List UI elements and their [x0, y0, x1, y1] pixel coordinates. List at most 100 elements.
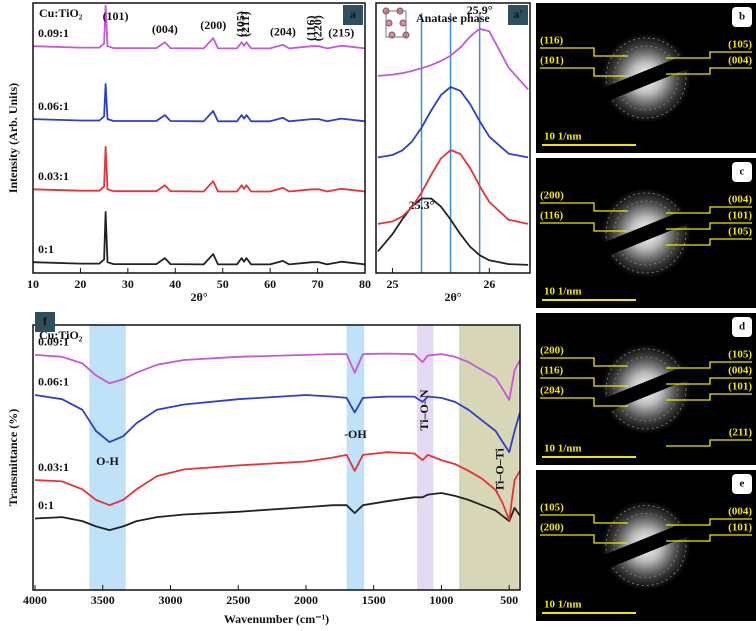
panel-label-box	[732, 162, 752, 182]
panel-label: f	[43, 314, 48, 328]
peak-label: (105)	[233, 11, 247, 37]
plane-label: (204)	[540, 385, 564, 397]
plot-area	[376, 3, 530, 273]
plane-label: (105)	[728, 349, 752, 361]
series-label: 0.03:1	[38, 169, 69, 183]
x-tick-label: 26	[483, 277, 495, 291]
band-label: Ti–O–Ti	[493, 448, 507, 492]
x-tick-label: 1000	[429, 593, 453, 607]
diffraction-ring	[605, 37, 687, 119]
leader	[540, 222, 628, 232]
y-axis-label: Transmittance (%)	[6, 409, 20, 506]
x-tick-label: 30	[122, 277, 134, 291]
x-tick-label: 60	[264, 277, 276, 291]
x-tick-label: 40	[169, 277, 181, 291]
atom	[385, 19, 393, 27]
x-tick-label: 1500	[362, 593, 386, 607]
series-label: 0.03:1	[38, 460, 69, 474]
diffraction-ring	[623, 55, 669, 101]
peak-label: (004)	[152, 22, 178, 36]
saed-panel: (200) (116) (204) (105) (004) (101) (211) 10 1/…	[536, 313, 756, 465]
diffraction-ring	[623, 523, 669, 568]
plane-label: (101)	[728, 381, 752, 393]
series-line	[377, 149, 529, 225]
saed-panel: (200) (116) (004) (101) (105) 10 1/nm c	[536, 158, 756, 308]
y-axis-label: Intensity (Arb. Units)	[6, 83, 20, 193]
x-axis-label: 2θ°	[444, 290, 461, 304]
band	[459, 325, 519, 590]
series-label: 0.06:1	[38, 375, 69, 389]
plane-label: (004)	[728, 194, 752, 206]
plane-label: (105)	[540, 502, 564, 514]
beam-stop	[597, 52, 695, 104]
plane-label: (101)	[728, 210, 752, 222]
beam-stop	[597, 207, 695, 259]
plane-label: (116)	[540, 365, 564, 377]
series-line	[32, 211, 366, 266]
peak-label: (215)	[328, 25, 354, 39]
leader	[666, 51, 752, 59]
scale-label: 10 1/nm	[544, 443, 582, 455]
peak-label: (211)	[238, 11, 252, 36]
panel-label: d	[739, 321, 745, 333]
plot-frame	[375, 2, 531, 274]
series-label: 0.06:1	[38, 99, 69, 113]
atom	[399, 19, 407, 27]
plane-label: (105)	[728, 226, 752, 238]
peak-label: (101)	[103, 9, 129, 23]
band-label: Ti–O–N	[417, 389, 431, 430]
crystal-icon	[382, 7, 410, 39]
leader	[666, 67, 752, 75]
panel-header: Cu:TiO₂	[39, 6, 83, 20]
leader	[540, 357, 628, 367]
beam-stop	[597, 520, 695, 571]
panel-label-box	[35, 312, 55, 332]
band	[346, 325, 365, 590]
x-tick-label: 2000	[294, 593, 318, 607]
plot-frame	[32, 2, 366, 274]
band-label: O-H	[96, 454, 119, 468]
plane-label: (200)	[540, 190, 564, 202]
leader	[540, 377, 628, 387]
x-axis-label: 2θ°	[190, 290, 207, 304]
plane-label: (101)	[540, 55, 564, 67]
panel-label: c	[740, 166, 745, 178]
diffraction-ring	[613, 513, 679, 578]
plane-label: (116)	[540, 35, 564, 47]
leader	[540, 67, 628, 77]
panel-label-box	[732, 317, 752, 337]
diffraction-ring	[605, 505, 687, 586]
leader	[540, 47, 628, 57]
leader	[666, 534, 752, 542]
series-line	[34, 451, 521, 521]
band	[89, 325, 126, 590]
plot-frame	[32, 324, 521, 591]
inset-label: Anatase phase	[416, 11, 490, 25]
peak-label: (200)	[200, 18, 226, 32]
series-label: 0:1	[38, 498, 54, 512]
series-line	[34, 352, 521, 401]
cell	[385, 10, 407, 38]
leader	[666, 361, 752, 369]
series-line	[34, 492, 521, 531]
reference-label: 25.9°	[467, 3, 493, 17]
plane-label: (200)	[540, 345, 564, 357]
plane-label: (200)	[540, 522, 564, 534]
plane-label: (211)	[729, 427, 753, 439]
leader	[666, 439, 752, 447]
x-tick-label: 500	[500, 593, 518, 607]
panel-label-box	[508, 5, 528, 25]
panel-label: e	[740, 478, 745, 490]
leader	[666, 206, 752, 214]
diffraction-ring	[613, 45, 679, 111]
x-tick-label: 20	[74, 277, 86, 291]
series-line	[32, 4, 366, 50]
band-label: -OH	[344, 427, 367, 441]
x-tick-label: 4000	[23, 593, 47, 607]
panel-label-box	[732, 474, 752, 494]
panel-label: a'	[513, 7, 522, 21]
leader	[666, 518, 752, 526]
x-axis-label: Wavenumber (cm⁻¹)	[224, 612, 329, 626]
scale-label: 10 1/nm	[544, 286, 582, 298]
x-tick-label: 25	[386, 277, 398, 291]
